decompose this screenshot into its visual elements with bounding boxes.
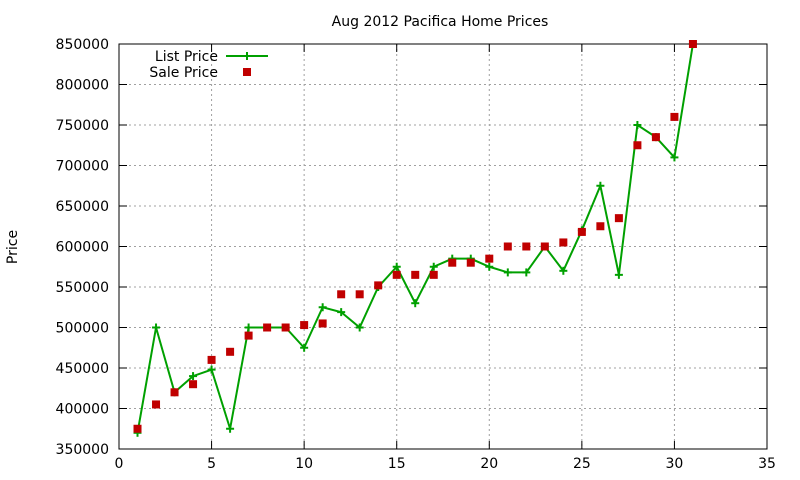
legend-item: List Price — [155, 49, 268, 65]
sale-price-point — [133, 424, 142, 433]
list-price-point — [355, 323, 364, 332]
y-tick-label: 450000 — [56, 361, 109, 377]
list-price-point — [503, 268, 512, 277]
list-price-point — [429, 262, 438, 271]
x-tick-label: 0 — [115, 456, 124, 472]
list-price-point — [207, 365, 216, 374]
sale-price-point — [485, 254, 494, 263]
list-price-point — [244, 323, 253, 332]
sale-price-point — [170, 388, 179, 397]
sale-price-point — [503, 242, 512, 251]
sale-price-point — [318, 319, 327, 328]
sale-price-point — [633, 141, 642, 150]
y-tick-label: 600000 — [56, 240, 109, 256]
list-price-point — [485, 262, 494, 271]
sale-price-point — [411, 270, 420, 279]
sale-price-point — [670, 112, 679, 121]
sale-price-point — [522, 242, 531, 251]
sale-price-point — [207, 355, 216, 364]
sale-price-point — [688, 40, 697, 48]
sale-price-point — [466, 258, 475, 267]
legend-plus-swatch — [243, 52, 251, 60]
list-price-line — [136, 43, 694, 433]
sale-price-point — [226, 347, 235, 356]
list-price-point — [596, 181, 605, 190]
y-tick-label: 500000 — [56, 321, 109, 337]
sale-price-point — [614, 214, 623, 223]
list-price-point — [152, 323, 161, 332]
axis-ticks: 0 5 10 15 20 25 30 35 350000 400000 450000 500000 55… — [56, 37, 776, 472]
sale-price-point — [152, 400, 161, 409]
x-tick-label: 35 — [758, 456, 776, 472]
list-price-point — [226, 424, 235, 433]
sale-price-point — [540, 242, 549, 251]
sale-price-point — [189, 380, 198, 389]
y-tick-label: 350000 — [56, 442, 109, 458]
list-price-point — [318, 303, 327, 312]
y-tick-label: 800000 — [56, 78, 109, 94]
sale-price-point — [596, 222, 605, 231]
sale-price-point — [559, 238, 568, 247]
series-list-price — [133, 40, 697, 437]
x-tick-label: 30 — [666, 456, 684, 472]
sale-price-point — [281, 323, 290, 332]
list-price-point — [559, 266, 568, 275]
x-tick-label: 15 — [388, 456, 406, 472]
list-price-point — [411, 299, 420, 308]
sale-price-point — [263, 323, 272, 332]
sale-price-point — [355, 290, 364, 299]
legend-label: List Price — [155, 49, 218, 65]
legend-label: Sale Price — [149, 65, 218, 81]
y-tick-label: 850000 — [56, 37, 109, 53]
y-tick-label: 650000 — [56, 199, 109, 215]
list-price-point — [522, 268, 531, 277]
sale-price-point — [244, 331, 253, 340]
y-axis-label: Price — [5, 230, 21, 264]
list-price-point — [670, 153, 679, 162]
list-price-point — [189, 372, 198, 381]
y-tick-label: 550000 — [56, 280, 109, 296]
list-price-point — [614, 270, 623, 279]
list-price-point — [392, 262, 401, 271]
sale-price-point — [448, 258, 457, 267]
sale-price-point — [374, 281, 383, 290]
y-tick-label: 700000 — [56, 159, 109, 175]
sale-price-point — [651, 133, 660, 142]
x-tick-label: 20 — [480, 456, 498, 472]
x-tick-label: 5 — [207, 456, 216, 472]
legend-item: Sale Price — [149, 65, 251, 81]
list-price-point — [337, 308, 346, 317]
list-price-point — [633, 121, 642, 129]
y-tick-label: 750000 — [56, 118, 109, 134]
series-sale-price — [133, 40, 697, 433]
sale-price-point — [429, 270, 438, 279]
chart-title: Aug 2012 Pacifica Home Prices — [332, 14, 549, 30]
legend-square-swatch — [243, 68, 251, 76]
sale-price-point — [300, 321, 309, 330]
x-tick-label: 25 — [573, 456, 591, 472]
sale-price-point — [337, 290, 346, 299]
series-layer — [133, 40, 697, 437]
x-tick-label: 10 — [295, 456, 313, 472]
y-tick-label: 400000 — [56, 402, 109, 418]
grid-lines — [119, 44, 767, 449]
sale-price-point — [392, 270, 401, 279]
sale-price-point — [577, 227, 586, 236]
list-price-point — [300, 343, 309, 352]
